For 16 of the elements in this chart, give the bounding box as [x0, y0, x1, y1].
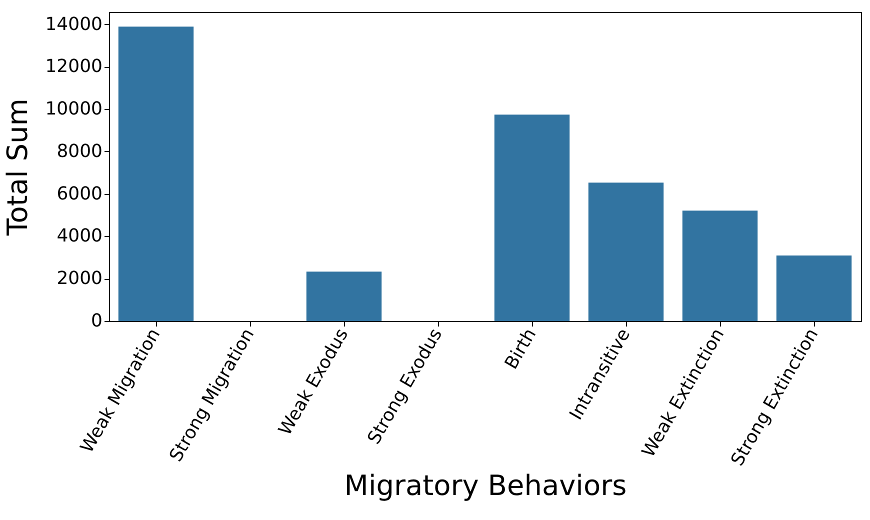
- y-tick-label: 8000: [56, 140, 102, 162]
- bar: [682, 210, 758, 321]
- bar: [776, 256, 852, 321]
- y-axis-title: Total Sum: [1, 98, 34, 237]
- bar: [306, 272, 382, 321]
- y-tick-label: 0: [91, 310, 102, 332]
- y-tick-label: 6000: [56, 183, 102, 204]
- y-tick-label: 12000: [45, 56, 102, 78]
- bar: [118, 26, 194, 321]
- bar: [494, 114, 570, 321]
- y-tick-label: 10000: [45, 98, 102, 120]
- y-tick-label: 2000: [56, 268, 102, 290]
- y-tick-label: 4000: [56, 226, 102, 247]
- x-axis-title: Migratory Behaviors: [344, 469, 627, 502]
- y-tick-label: 14000: [45, 14, 102, 35]
- bar: [588, 182, 664, 321]
